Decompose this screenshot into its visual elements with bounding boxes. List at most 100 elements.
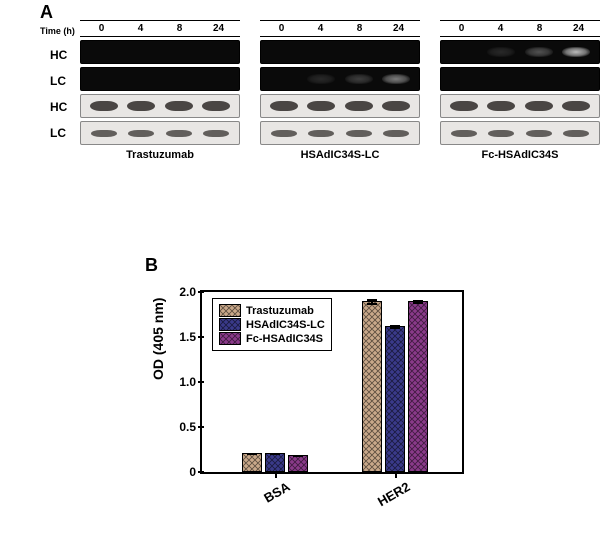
coomassie-band	[166, 130, 192, 137]
time-header: 04824	[80, 20, 240, 37]
coomassie-band	[127, 101, 155, 111]
gel-light-lc	[80, 121, 240, 145]
time-label: 24	[379, 23, 418, 34]
coomassie-band	[526, 130, 552, 137]
coomassie-band	[165, 101, 193, 111]
y-tick-label: 1.5	[166, 330, 202, 344]
time-label: 0	[82, 23, 121, 34]
row-label-hc-dark: HC	[50, 48, 67, 62]
coomassie-band	[563, 130, 589, 137]
fluorescent-band	[450, 74, 478, 84]
data-bar	[385, 326, 405, 472]
legend-swatch	[219, 318, 241, 331]
error-bar	[394, 325, 396, 329]
x-category-label: BSA	[243, 472, 293, 514]
coomassie-band	[450, 101, 478, 111]
fluorescent-band	[307, 74, 335, 84]
time-label: 24	[559, 23, 598, 34]
coomassie-band	[90, 101, 118, 111]
time-label: 24	[199, 23, 238, 34]
fluorescent-band	[270, 74, 298, 84]
error-bar	[251, 453, 253, 455]
y-tick-label: 0.5	[166, 420, 202, 434]
coomassie-band	[487, 101, 515, 111]
legend-swatch	[219, 304, 241, 317]
gel-light-hc	[260, 94, 420, 118]
gel-light-hc	[440, 94, 600, 118]
sample-name-label: Fc-HSAdIC34S	[440, 149, 600, 161]
row-label-lc-light: LC	[50, 126, 66, 140]
coomassie-band	[345, 101, 373, 111]
chart-plot-area: TrastuzumabHSAdIC34S-LCFc-HSAdIC34S 00.5…	[200, 290, 464, 474]
legend-item: HSAdIC34S-LC	[219, 318, 325, 331]
coomassie-band	[382, 101, 410, 111]
fluorescent-band	[487, 74, 515, 84]
gel-group: 04824 Fc-HSAdIC34S	[440, 20, 600, 161]
fluorescent-band	[562, 74, 590, 84]
chart-legend: Trastuzumab HSAdIC34S-LC Fc-HSAdIC34S	[212, 298, 332, 351]
time-label: 4	[481, 23, 520, 34]
fluorescent-band	[90, 47, 118, 57]
y-tick-label: 2.0	[166, 285, 202, 299]
time-label: 0	[262, 23, 301, 34]
coomassie-band	[271, 130, 297, 137]
error-bar	[297, 455, 299, 457]
coomassie-band	[128, 130, 154, 137]
sample-name-label: Trastuzumab	[80, 149, 240, 161]
fluorescent-band	[562, 47, 590, 57]
time-label: 8	[520, 23, 559, 34]
y-axis-label: OD (405 nm)	[150, 298, 166, 380]
data-bar	[288, 455, 308, 472]
figure-container: A Time (h) HC LC HC LC 04824Trastuzumab0…	[0, 0, 601, 554]
fluorescent-band	[202, 74, 230, 84]
x-category-label: HER2	[363, 472, 413, 514]
y-tick-label: 0	[166, 465, 202, 479]
panel-b-chart: OD (405 nm) Trastuzumab HSAdIC34S-LC Fc-HS…	[140, 270, 480, 540]
legend-item: Trastuzumab	[219, 304, 325, 317]
coomassie-band	[525, 101, 553, 111]
row-label-hc-light: HC	[50, 100, 67, 114]
data-bar	[408, 301, 428, 472]
coomassie-band	[203, 130, 229, 137]
fluorescent-band	[165, 74, 193, 84]
fluorescent-band	[270, 47, 298, 57]
fluorescent-band	[307, 47, 335, 57]
coomassie-band	[488, 130, 514, 137]
coomassie-band	[346, 130, 372, 137]
gel-group: 04824 Trastuzumab	[80, 20, 240, 161]
coomassie-band	[562, 101, 590, 111]
fluorescent-band	[90, 74, 118, 84]
legend-label: HSAdIC34S-LC	[246, 319, 325, 331]
gel-light-lc	[440, 121, 600, 145]
fluorescent-band	[450, 47, 478, 57]
coomassie-band	[383, 130, 409, 137]
coomassie-band	[270, 101, 298, 111]
data-bar	[362, 301, 382, 472]
row-label-lc-dark: LC	[50, 74, 66, 88]
fluorescent-band	[127, 47, 155, 57]
time-label: 0	[442, 23, 481, 34]
error-bar	[274, 453, 276, 455]
legend-label: Fc-HSAdIC34S	[246, 333, 323, 345]
panel-a-label: A	[40, 2, 53, 23]
gel-dark-hc	[440, 40, 600, 64]
error-bar	[371, 299, 373, 304]
error-bar	[417, 300, 419, 304]
gel-light-lc	[260, 121, 420, 145]
gel-dark-lc	[260, 67, 420, 91]
fluorescent-band	[165, 47, 193, 57]
gel-dark-lc	[440, 67, 600, 91]
data-bar	[265, 453, 285, 472]
coomassie-band	[308, 130, 334, 137]
data-bar	[242, 453, 262, 472]
y-tick-label: 1.0	[166, 375, 202, 389]
fluorescent-band	[345, 47, 373, 57]
fluorescent-band	[345, 74, 373, 84]
gel-dark-lc	[80, 67, 240, 91]
fluorescent-band	[382, 47, 410, 57]
gel-light-hc	[80, 94, 240, 118]
coomassie-band	[451, 130, 477, 137]
fluorescent-band	[382, 74, 410, 84]
time-axis-label: Time (h)	[40, 26, 75, 36]
sample-name-label: HSAdIC34S-LC	[260, 149, 420, 161]
